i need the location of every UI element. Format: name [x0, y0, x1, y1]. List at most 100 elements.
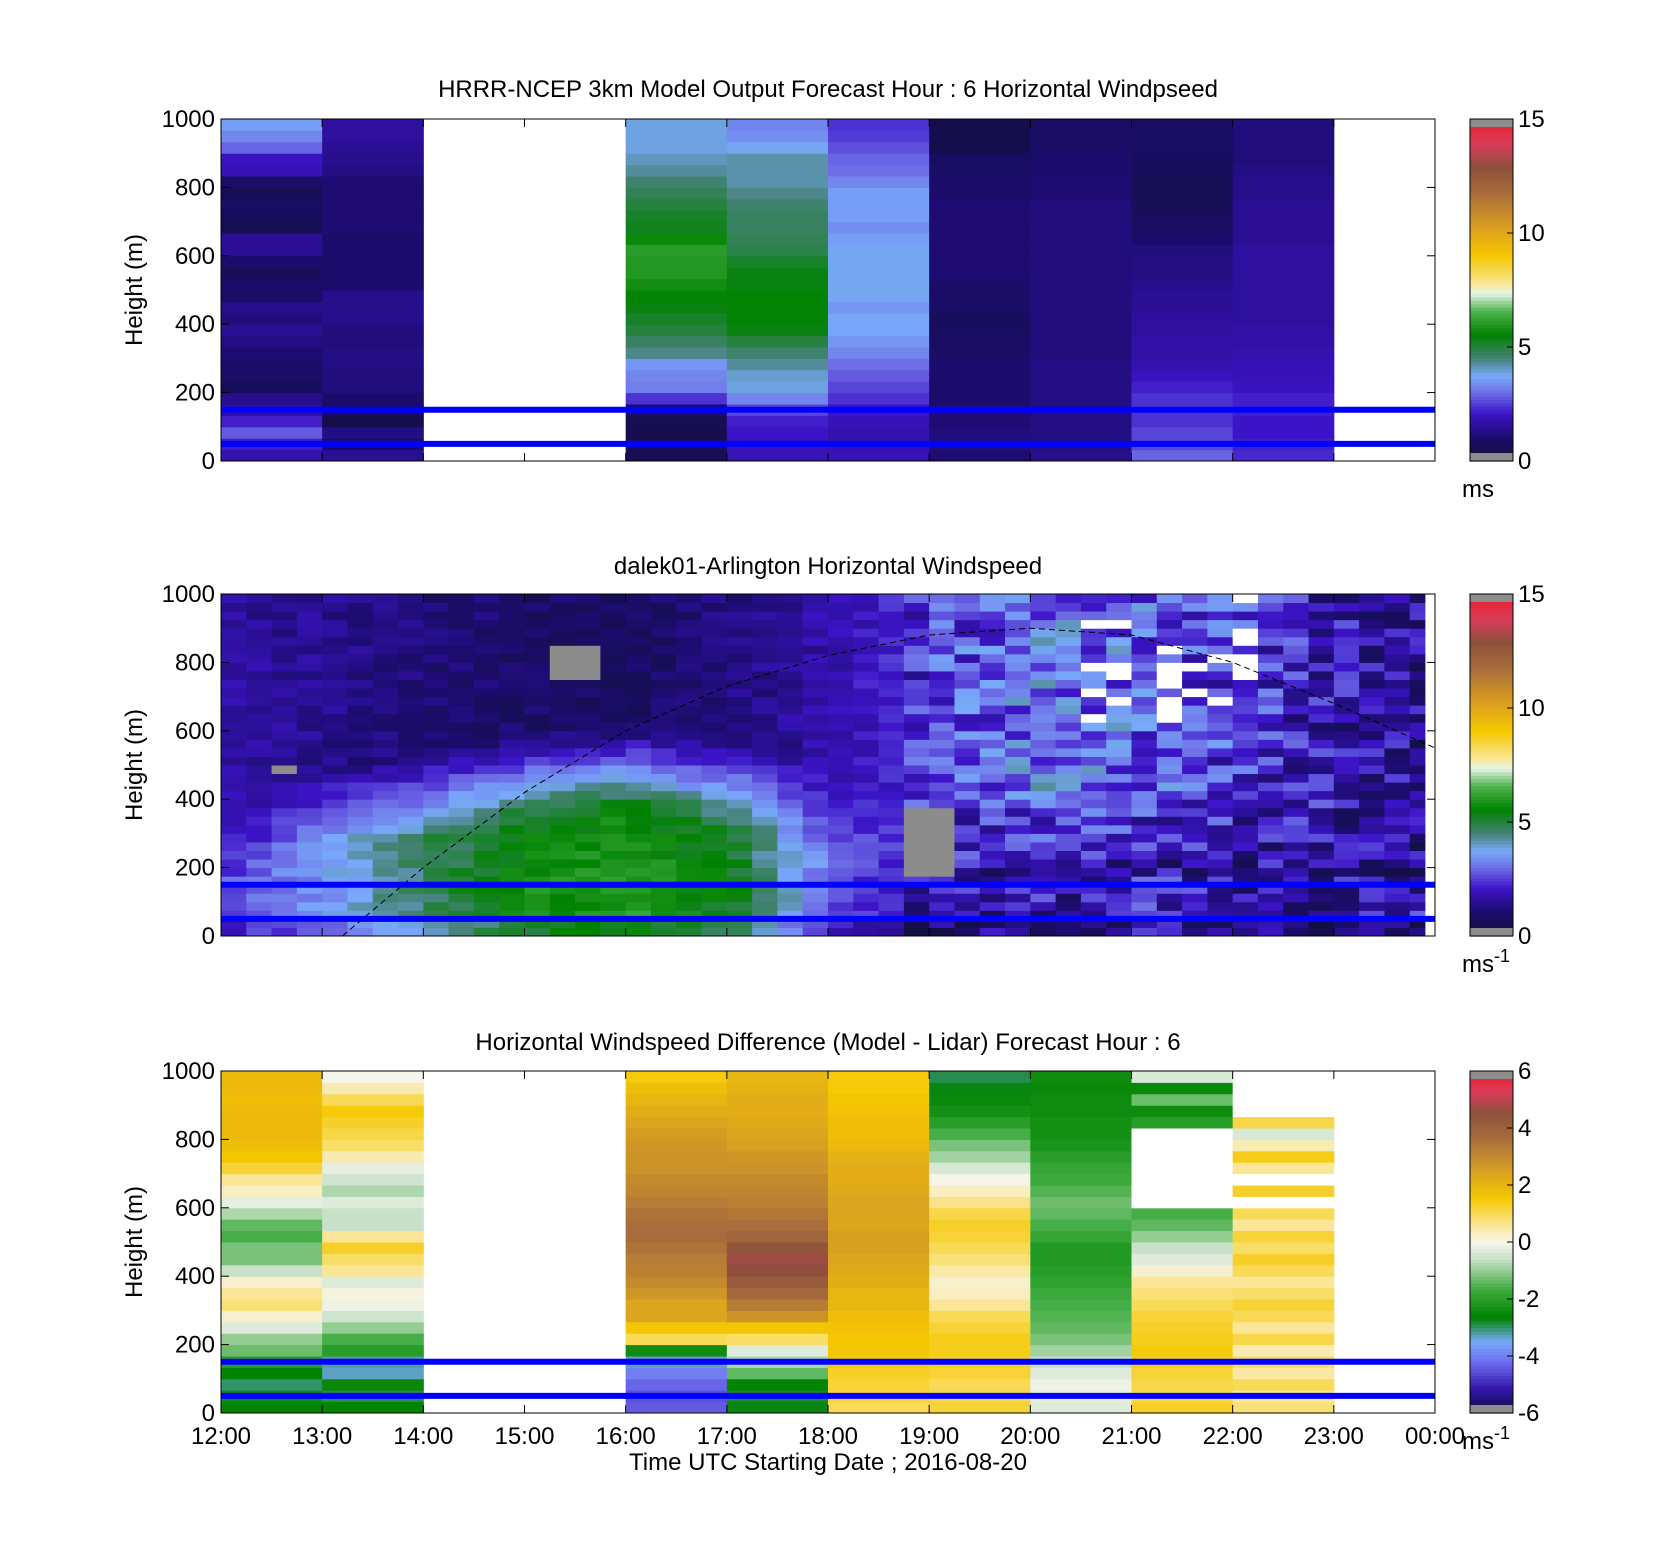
heatmap-cell	[1182, 628, 1208, 638]
heatmap-cell	[752, 602, 778, 612]
colorbar-segment	[1470, 1300, 1513, 1305]
heatmap-cell	[828, 426, 930, 439]
heatmap-cell	[1080, 636, 1107, 646]
heatmap-cell	[1055, 816, 1082, 826]
heatmap-cell	[1359, 619, 1385, 629]
heatmap-cell	[954, 722, 981, 732]
heatmap-cell	[549, 645, 576, 655]
heatmap-cell	[929, 1333, 1031, 1346]
heatmap-cell	[1409, 765, 1426, 775]
heatmap-cell	[929, 1150, 1031, 1163]
heatmap-cell	[1080, 876, 1107, 886]
heatmap-cell	[448, 799, 475, 809]
heatmap-cell	[246, 696, 273, 706]
heatmap-cell	[271, 850, 298, 860]
heatmap-cell	[271, 756, 298, 766]
heatmap-cell	[372, 799, 399, 809]
heatmap-cell	[929, 301, 1031, 314]
heatmap-cell	[322, 153, 424, 166]
heatmap-cell	[752, 594, 778, 604]
heatmap-cell	[1257, 824, 1284, 834]
colorbar-segment	[1470, 1341, 1513, 1346]
heatmap-cell	[322, 1299, 424, 1311]
heatmap-cell	[802, 730, 829, 740]
heatmap-cell	[1359, 850, 1385, 860]
heatmap-cell	[1005, 790, 1031, 800]
heatmap-cell	[1384, 653, 1411, 663]
heatmap-cell	[828, 765, 854, 775]
heatmap-cell	[701, 841, 728, 851]
heatmap-cell	[221, 1207, 323, 1220]
heatmap-cell	[878, 628, 905, 638]
heatmap-cell	[600, 619, 627, 629]
heatmap-cell	[322, 636, 348, 646]
heatmap-cell	[1409, 739, 1426, 749]
heatmap-cell	[499, 850, 525, 860]
heatmap-cell	[398, 611, 424, 621]
heatmap-cell	[1080, 662, 1107, 672]
heatmap-cell	[1156, 628, 1183, 638]
heatmap-cell	[853, 816, 880, 826]
heatmap-cell	[1257, 636, 1284, 646]
heatmap-cell	[1055, 765, 1082, 775]
heatmap-cell	[1055, 747, 1082, 757]
heatmap-cell	[221, 747, 247, 757]
heatmap-cell	[1232, 1321, 1335, 1334]
heatmap-cell	[1359, 859, 1385, 869]
heatmap-cell	[625, 773, 652, 783]
heatmap-cell	[929, 611, 955, 621]
heatmap-cell	[903, 602, 930, 612]
heatmap-cell	[625, 850, 652, 860]
heatmap-cell	[1182, 816, 1208, 826]
heatmap-cell	[777, 884, 804, 894]
colorbar-segment	[1470, 1365, 1513, 1370]
heatmap-cell	[676, 918, 703, 928]
heatmap-cell	[398, 662, 424, 672]
colorbar-segment	[1470, 378, 1513, 383]
colorbar-segment	[1470, 877, 1513, 882]
heatmap-cell	[777, 747, 804, 757]
heatmap-cell	[1182, 670, 1208, 680]
heatmap-cell	[676, 901, 703, 911]
heatmap-cell	[575, 765, 601, 775]
heatmap-cell	[853, 756, 880, 766]
heatmap-cell	[246, 850, 273, 860]
heatmap-cell	[524, 619, 551, 629]
heatmap-cell	[1156, 833, 1183, 843]
heatmap-cell	[1055, 807, 1082, 817]
heatmap-cell	[828, 670, 854, 680]
heatmap-cell	[676, 747, 703, 757]
heatmap-cell	[575, 867, 601, 877]
heatmap-cell	[221, 1242, 323, 1254]
heatmap-cell	[1283, 747, 1310, 757]
heatmap-cell	[802, 696, 829, 706]
heatmap-cell	[828, 799, 854, 809]
heatmap-cell	[296, 824, 323, 834]
heatmap-cell	[473, 645, 500, 655]
colorbar-segment	[1470, 190, 1513, 195]
heatmap-cell	[954, 662, 981, 672]
heatmap-cell	[1308, 765, 1335, 775]
colorbar-segment	[1470, 300, 1513, 305]
heatmap-cell	[271, 833, 298, 843]
heatmap-cell	[271, 927, 298, 936]
heatmap-cell	[1232, 244, 1335, 257]
heatmap-cell	[1333, 705, 1360, 715]
heatmap-cell	[1005, 705, 1031, 715]
heatmap-cell	[1333, 636, 1360, 646]
heatmap-cell	[499, 611, 525, 621]
heatmap-cell	[1409, 670, 1426, 680]
heatmap-cell	[929, 747, 955, 757]
heatmap-cell	[903, 705, 930, 715]
colorbar-segment	[1470, 177, 1513, 182]
heatmap-cell	[777, 918, 804, 928]
heatmap-cell	[1106, 884, 1132, 894]
heatmap-cell	[979, 824, 1006, 834]
heatmap-cell	[726, 210, 829, 223]
heatmap-cell	[777, 722, 804, 732]
heatmap-cell	[726, 1321, 829, 1334]
heatmap-cell	[322, 449, 424, 461]
heatmap-cell	[625, 594, 652, 604]
heatmap-cell	[271, 619, 298, 629]
heatmap-cell	[1080, 645, 1107, 655]
